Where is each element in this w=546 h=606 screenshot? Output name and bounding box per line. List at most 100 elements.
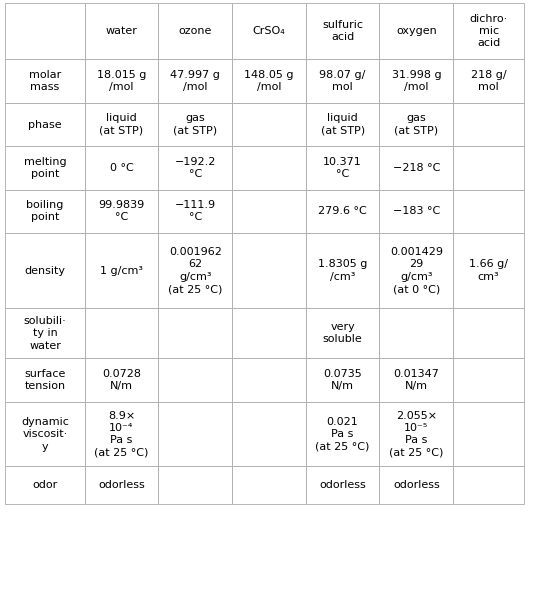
Bar [453, 190, 524, 233]
Bar [5, 103, 85, 146]
Text: 1.8305 g
/cm³: 1.8305 g /cm³ [318, 259, 367, 282]
Bar [379, 3, 453, 59]
Bar [306, 103, 379, 146]
Text: 99.9839
°C: 99.9839 °C [98, 200, 145, 222]
Bar [379, 308, 453, 358]
Bar [306, 190, 379, 233]
Text: 47.997 g
/mol: 47.997 g /mol [170, 70, 220, 92]
Bar [85, 146, 158, 190]
Bar [158, 3, 232, 59]
Text: 8.9×
10⁻⁴
Pa s
(at 25 °C): 8.9× 10⁻⁴ Pa s (at 25 °C) [94, 411, 149, 458]
Text: odorless: odorless [319, 480, 366, 490]
Bar [158, 146, 232, 190]
Bar [158, 308, 232, 358]
Text: boiling
point: boiling point [26, 200, 64, 222]
Text: 2.055×
10⁻⁵
Pa s
(at 25 °C): 2.055× 10⁻⁵ Pa s (at 25 °C) [389, 411, 443, 458]
Bar [232, 190, 306, 233]
Bar [306, 308, 379, 358]
Text: phase: phase [28, 119, 62, 130]
Bar [85, 59, 158, 103]
Text: 0.001962
62
g/cm³
(at 25 °C): 0.001962 62 g/cm³ (at 25 °C) [168, 247, 222, 294]
Bar [158, 233, 232, 308]
Text: 18.015 g
/mol: 18.015 g /mol [97, 70, 146, 92]
Text: dichro·
mic
acid: dichro· mic acid [470, 13, 508, 48]
Text: 98.07 g/
mol: 98.07 g/ mol [319, 70, 366, 92]
Text: 0.0735
N/m: 0.0735 N/m [323, 369, 362, 391]
Text: liquid
(at STP): liquid (at STP) [321, 113, 365, 136]
Bar [232, 308, 306, 358]
Text: odorless: odorless [393, 480, 440, 490]
Text: surface
tension: surface tension [25, 369, 66, 391]
Bar [5, 59, 85, 103]
Text: 0.0728
N/m: 0.0728 N/m [102, 369, 141, 391]
Text: sulfuric
acid: sulfuric acid [322, 20, 363, 42]
Text: −111.9
°C: −111.9 °C [175, 200, 216, 222]
Bar [453, 402, 524, 466]
Text: 0.001429
29
g/cm³
(at 0 °C): 0.001429 29 g/cm³ (at 0 °C) [390, 247, 443, 294]
Text: 0 °C: 0 °C [110, 163, 133, 173]
Bar [379, 402, 453, 466]
Bar [85, 3, 158, 59]
Bar [306, 146, 379, 190]
Text: −192.2
°C: −192.2 °C [175, 157, 216, 179]
Bar [85, 233, 158, 308]
Bar [453, 103, 524, 146]
Bar [306, 233, 379, 308]
Bar [379, 358, 453, 402]
Bar [232, 146, 306, 190]
Text: −183 °C: −183 °C [393, 206, 440, 216]
Bar [85, 190, 158, 233]
Bar [379, 233, 453, 308]
Bar [158, 59, 232, 103]
Bar [379, 190, 453, 233]
Bar [379, 146, 453, 190]
Bar [85, 103, 158, 146]
Text: very
soluble: very soluble [323, 322, 363, 344]
Bar [232, 358, 306, 402]
Text: molar
mass: molar mass [29, 70, 61, 92]
Text: odorless: odorless [98, 480, 145, 490]
Bar [453, 59, 524, 103]
Bar [5, 466, 85, 504]
Text: dynamic
viscosit·
y: dynamic viscosit· y [21, 417, 69, 451]
Bar [232, 59, 306, 103]
Text: 1 g/cm³: 1 g/cm³ [100, 265, 143, 276]
Bar [453, 146, 524, 190]
Bar [85, 358, 158, 402]
Bar [158, 103, 232, 146]
Text: 0.021
Pa s
(at 25 °C): 0.021 Pa s (at 25 °C) [316, 417, 370, 451]
Bar [158, 358, 232, 402]
Text: 31.998 g
/mol: 31.998 g /mol [391, 70, 441, 92]
Bar [453, 358, 524, 402]
Text: gas
(at STP): gas (at STP) [173, 113, 217, 136]
Bar [158, 402, 232, 466]
Bar [453, 233, 524, 308]
Bar [306, 466, 379, 504]
Text: 148.05 g
/mol: 148.05 g /mol [244, 70, 294, 92]
Bar [5, 190, 85, 233]
Bar [232, 3, 306, 59]
Text: 0.01347
N/m: 0.01347 N/m [393, 369, 440, 391]
Bar [379, 103, 453, 146]
Text: 1.66 g/
cm³: 1.66 g/ cm³ [469, 259, 508, 282]
Bar [158, 190, 232, 233]
Bar [5, 146, 85, 190]
Text: water: water [105, 26, 138, 36]
Bar [5, 233, 85, 308]
Bar [5, 358, 85, 402]
Bar [453, 466, 524, 504]
Bar [306, 402, 379, 466]
Bar [379, 59, 453, 103]
Bar [453, 308, 524, 358]
Text: odor: odor [32, 480, 58, 490]
Text: melting
point: melting point [23, 157, 67, 179]
Bar [85, 466, 158, 504]
Bar [85, 402, 158, 466]
Bar [306, 358, 379, 402]
Bar [379, 466, 453, 504]
Text: CrSO₄: CrSO₄ [253, 26, 285, 36]
Text: 218 g/
mol: 218 g/ mol [471, 70, 507, 92]
Text: −218 °C: −218 °C [393, 163, 440, 173]
Bar [232, 402, 306, 466]
Text: density: density [25, 265, 66, 276]
